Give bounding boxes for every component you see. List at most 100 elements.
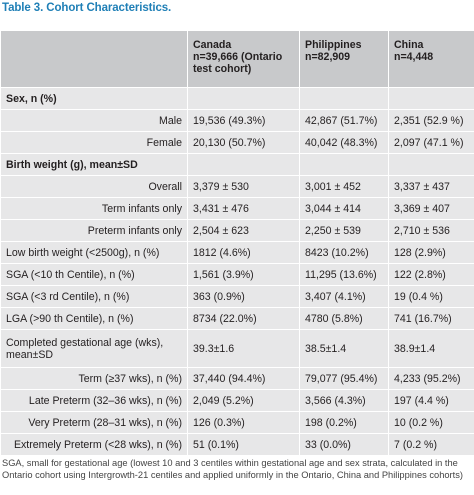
value-cell: 51 (0.1%) xyxy=(187,433,300,456)
row-label: Overall xyxy=(0,175,188,198)
value-cell xyxy=(388,87,474,110)
row-label: Late Preterm (32–36 wks), n (%) xyxy=(0,389,188,412)
value-cell: 38.5±1.4 xyxy=(299,329,389,368)
section-header-row: Birth weight (g), mean±SD xyxy=(0,153,474,176)
table-footnote: SGA, small for gestational age (lowest 1… xyxy=(2,458,463,480)
value-cell xyxy=(299,153,389,176)
table-row: Late Preterm (32–36 wks), n (%) 2,049 (5.… xyxy=(0,389,474,412)
value-cell: 33 (0.0%) xyxy=(299,433,389,456)
row-label: Male xyxy=(0,109,188,132)
value-cell: 363 (0.9%) xyxy=(187,285,300,308)
value-cell: 2,049 (5.2%) xyxy=(187,389,300,412)
value-cell: 3,566 (4.3%) xyxy=(299,389,389,412)
table-row: SGA (<10 th Centile), n (%) 1,561 (3.9%) 1… xyxy=(0,263,474,286)
header-china-line2: n=4,448 xyxy=(394,51,434,63)
row-label-text: Completed gestational age (wks), mean±SD xyxy=(6,336,164,361)
row-label: Term (≥37 wks), n (%) xyxy=(0,367,188,390)
table-row: LGA (>90 th Centile), n (%) 8734 (22.0%) 4… xyxy=(0,307,474,330)
value-cell: 3,337 ± 437 xyxy=(388,175,474,198)
row-label: SGA (<10 th Centile), n (%) xyxy=(0,263,188,286)
value-cell: 2,250 ± 539 xyxy=(299,219,389,242)
table-row: Very Preterm (28–31 wks), n (%) 126 (0.3%… xyxy=(0,411,474,434)
table-row: Low birth weight (<2500g), n (%) 1812 (4.… xyxy=(0,241,474,264)
value-cell: 3,431 ± 476 xyxy=(187,197,300,220)
value-cell: 4,233 (95.2%) xyxy=(388,367,474,390)
table-caption: Table 3. Cohort Characteristics. xyxy=(2,2,171,14)
table-row: Preterm infants only 2,504 ± 623 2,250 ± 5… xyxy=(0,219,474,242)
value-cell: 20,130 (50.7%) xyxy=(187,131,300,154)
header-canada-line1: Canada xyxy=(193,39,232,51)
cohort-table-container: Canada n=39,666 (Ontario test cohort) Ph… xyxy=(0,30,474,456)
row-label: Extremely Preterm (<28 wks), n (%) xyxy=(0,433,188,456)
section-header-row: Sex, n (%) xyxy=(0,87,474,110)
value-cell: 19,536 (49.3%) xyxy=(187,109,300,132)
value-cell xyxy=(187,153,300,176)
value-cell: 2,097 (47.1 %) xyxy=(388,131,474,154)
value-cell xyxy=(187,87,300,110)
value-cell: 11,295 (13.6%) xyxy=(299,263,389,286)
value-cell: 2,710 ± 536 xyxy=(388,219,474,242)
value-cell xyxy=(388,153,474,176)
header-cell-china: China n=4,448 xyxy=(388,30,474,88)
table-row: Extremely Preterm (<28 wks), n (%) 51 (0.… xyxy=(0,433,474,456)
value-cell: 8734 (22.0%) xyxy=(187,307,300,330)
header-philippines-line1: Philippines xyxy=(305,39,362,51)
row-label: Completed gestational age (wks), mean±SD xyxy=(0,329,188,368)
value-cell: 3,369 ± 407 xyxy=(388,197,474,220)
table-row: Male 19,536 (49.3%) 42,867 (51.7%) 2,351 (5… xyxy=(0,109,474,132)
value-cell: 128 (2.9%) xyxy=(388,241,474,264)
table-row: Term (≥37 wks), n (%) 37,440 (94.4%) 79,07… xyxy=(0,367,474,390)
header-canada-line2: n=39,666 (Ontario xyxy=(193,51,283,63)
value-cell: 2,351 (52.9 %) xyxy=(388,109,474,132)
table-row: Overall 3,379 ± 530 3,001 ± 452 3,337 ± 437 xyxy=(0,175,474,198)
value-cell: 126 (0.3%) xyxy=(187,411,300,434)
header-cell-empty xyxy=(0,30,188,88)
table-row: Female 20,130 (50.7%) 40,042 (48.3%) 2,097 … xyxy=(0,131,474,154)
section-label: Birth weight (g), mean±SD xyxy=(0,153,188,176)
value-cell: 3,379 ± 530 xyxy=(187,175,300,198)
row-label: Low birth weight (<2500g), n (%) xyxy=(0,241,188,264)
value-cell: 37,440 (94.4%) xyxy=(187,367,300,390)
table-number: Table 3. xyxy=(2,2,44,14)
row-label: LGA (>90 th Centile), n (%) xyxy=(0,307,188,330)
table-header-row: Canada n=39,666 (Ontario test cohort) Ph… xyxy=(0,30,474,88)
table-title: Cohort Characteristics. xyxy=(46,2,172,14)
table-row: SGA (<3 rd Centile), n (%) 363 (0.9%) 3,40… xyxy=(0,285,474,308)
header-cell-philippines: Philippines n=82,909 xyxy=(299,30,389,88)
row-label: Female xyxy=(0,131,188,154)
value-cell: 4780 (5.8%) xyxy=(299,307,389,330)
value-cell xyxy=(299,87,389,110)
value-cell: 3,407 (4.1%) xyxy=(299,285,389,308)
table-row: Term infants only 3,431 ± 476 3,044 ± 414 3… xyxy=(0,197,474,220)
value-cell: 10 (0.2 %) xyxy=(388,411,474,434)
value-cell: 42,867 (51.7%) xyxy=(299,109,389,132)
table-row: Completed gestational age (wks), mean±SD… xyxy=(0,329,474,368)
header-china-line1: China xyxy=(394,39,424,51)
value-cell: 1812 (4.6%) xyxy=(187,241,300,264)
row-label: Preterm infants only xyxy=(0,219,188,242)
value-cell: 2,504 ± 623 xyxy=(187,219,300,242)
cohort-table: Canada n=39,666 (Ontario test cohort) Ph… xyxy=(0,30,474,456)
value-cell: 8423 (10.2%) xyxy=(299,241,389,264)
value-cell: 741 (16.7%) xyxy=(388,307,474,330)
value-cell: 122 (2.8%) xyxy=(388,263,474,286)
value-cell: 1,561 (3.9%) xyxy=(187,263,300,286)
header-philippines-line2: n=82,909 xyxy=(305,51,351,63)
value-cell: 3,001 ± 452 xyxy=(299,175,389,198)
row-label: Term infants only xyxy=(0,197,188,220)
value-cell: 38.9±1.4 xyxy=(388,329,474,368)
row-label: Very Preterm (28–31 wks), n (%) xyxy=(0,411,188,434)
value-cell: 39.3±1.6 xyxy=(187,329,300,368)
section-label: Sex, n (%) xyxy=(0,87,188,110)
cohort-table-body: Canada n=39,666 (Ontario test cohort) Ph… xyxy=(0,30,474,456)
row-label: SGA (<3 rd Centile), n (%) xyxy=(0,285,188,308)
value-cell: 7 (0.2 %) xyxy=(388,433,474,456)
value-cell: 198 (0.2%) xyxy=(299,411,389,434)
header-cell-canada: Canada n=39,666 (Ontario test cohort) xyxy=(187,30,300,88)
value-cell: 79,077 (95.4%) xyxy=(299,367,389,390)
value-cell: 19 (0.4 %) xyxy=(388,285,474,308)
value-cell: 197 (4.4 %) xyxy=(388,389,474,412)
value-cell: 3,044 ± 414 xyxy=(299,197,389,220)
header-canada-line3: test cohort) xyxy=(193,63,252,75)
value-cell: 40,042 (48.3%) xyxy=(299,131,389,154)
